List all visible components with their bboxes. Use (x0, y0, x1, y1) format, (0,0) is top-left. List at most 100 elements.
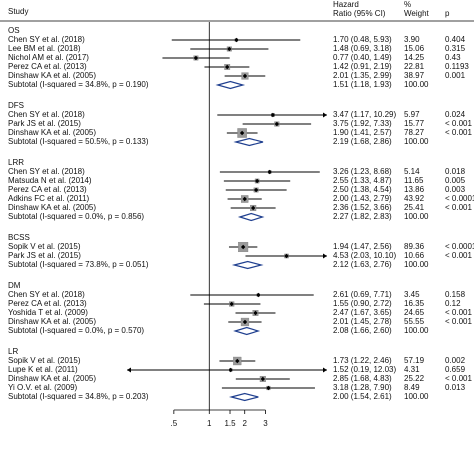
weight-label: 16.35 (404, 299, 425, 308)
weight-label: 22.81 (404, 62, 425, 71)
p-value: 0.024 (445, 110, 466, 119)
p-value: < 0.001 (445, 128, 472, 137)
p-value: < 0.001 (445, 374, 472, 383)
ci-label: 3.75 (1.92, 7.33) (333, 119, 392, 128)
ci-label: 2.27 (1.82, 2.83) (333, 212, 392, 221)
study-name: Matsuda N et al. (2014) (8, 176, 92, 185)
subtotal-label: Subtotal (I-squared = 50.5%, p = 0.133) (8, 137, 149, 146)
column-header: % (404, 0, 411, 9)
weight-label: 55.55 (404, 317, 425, 326)
ci-label: 2.61 (0.69, 7.71) (333, 290, 392, 299)
point-estimate (229, 301, 234, 307)
point-estimate (239, 130, 245, 136)
point-estimate (253, 310, 258, 316)
p-value: 0.013 (445, 383, 466, 392)
point-estimate (274, 121, 280, 127)
group-label: DM (8, 281, 21, 290)
point-estimate (242, 73, 248, 79)
ci-label: 1.73 (1.22, 2.46) (333, 356, 392, 365)
weight-label: 5.14 (404, 167, 420, 176)
study-name: Chen SY et al. (2018) (8, 167, 85, 176)
point-estimate (227, 46, 232, 52)
study-name: Nichol AM et al. (2017) (8, 53, 89, 62)
ci-label: 1.42 (0.91, 2.19) (333, 62, 392, 71)
point-estimate (284, 253, 289, 259)
subtotal-diamond (233, 137, 264, 147)
ci-label: 1.51 (1.18, 1.93) (333, 80, 392, 89)
ci-label: 2.50 (1.38, 4.54) (333, 185, 392, 194)
weight-label: 78.27 (404, 128, 425, 137)
x-tick-label: 1 (207, 419, 212, 428)
ci-arrow (323, 112, 327, 118)
study-name: Chen SY et al. (2018) (8, 290, 85, 299)
ci-label: 1.55 (0.90, 2.72) (333, 299, 392, 308)
ci-arrow (127, 367, 131, 373)
p-value: 0.404 (445, 35, 466, 44)
weight-label: 4.31 (404, 365, 420, 374)
p-value: < 0.001 (445, 251, 472, 260)
weight-label: 15.06 (404, 44, 425, 53)
point-estimate (270, 112, 276, 118)
weight-label: 38.97 (404, 71, 425, 80)
weight-label: 100.00 (404, 326, 429, 335)
weight-label: 3.90 (404, 35, 420, 44)
p-value: 0.43 (445, 53, 461, 62)
ci-label: 2.08 (1.66, 2.60) (333, 326, 392, 335)
group-label: OS (8, 26, 20, 35)
ci-arrow (323, 367, 327, 373)
point-estimate (253, 187, 259, 193)
study-name: Sopik V et al. (2015) (8, 356, 81, 365)
group-label: DFS (8, 101, 24, 110)
p-value: < 0.001 (445, 119, 472, 128)
p-value: 0.315 (445, 44, 466, 53)
ci-label: 2.55 (1.33, 4.87) (333, 176, 392, 185)
column-header: Hazard (333, 0, 359, 9)
group-label: BCSS (8, 233, 30, 242)
weight-label: 100.00 (404, 260, 429, 269)
study-name: Chen SY et al. (2018) (8, 35, 85, 44)
column-header: Weight (404, 9, 430, 18)
ci-label: 1.94 (1.47, 2.56) (333, 242, 392, 251)
ci-arrow (323, 253, 327, 259)
p-value: 0.001 (445, 71, 466, 80)
p-value: 0.158 (445, 290, 466, 299)
point-estimate (234, 37, 239, 43)
weight-label: 100.00 (404, 212, 429, 221)
point-estimate (193, 55, 199, 61)
weight-label: 100.00 (404, 137, 429, 146)
study-name: Park JS et al. (2015) (8, 119, 81, 128)
weight-label: 24.65 (404, 308, 425, 317)
ci-label: 2.19 (1.68, 2.86) (333, 137, 392, 146)
p-value: < 0.001 (445, 317, 472, 326)
weight-label: 89.36 (404, 242, 425, 251)
weight-label: 5.97 (404, 110, 420, 119)
study-name: Dinshaw KA et al. (2005) (8, 128, 96, 137)
ci-label: 2.36 (1.52, 3.66) (333, 203, 392, 212)
p-value: 0.018 (445, 167, 466, 176)
subtotal-diamond (233, 326, 261, 336)
weight-label: 10.66 (404, 251, 425, 260)
study-name: Lupe K et al. (2011) (8, 365, 78, 374)
ci-label: 1.48 (0.69, 3.18) (333, 44, 392, 53)
subtotal-label: Subtotal (I-squared = 34.8%, p = 0.203) (8, 392, 149, 401)
group-label: LR (8, 347, 18, 356)
p-value: 0.002 (445, 356, 466, 365)
study-name: Perez CA et al. (2013) (8, 299, 87, 308)
weight-label: 25.41 (404, 203, 425, 212)
p-value: < 0.0001 (445, 242, 474, 251)
point-estimate (242, 319, 248, 325)
subtotal-label: Subtotal (I-squared = 0.0%, p = 0.570) (8, 326, 144, 335)
weight-label: 15.77 (404, 119, 425, 128)
group-label: LRR (8, 158, 24, 167)
study-name: Perez CA et al. (2013) (8, 185, 87, 194)
ci-label: 1.90 (1.41, 2.57) (333, 128, 392, 137)
p-value: 0.005 (445, 176, 466, 185)
subtotal-label: Subtotal (I-squared = 34.8%, p = 0.190) (8, 80, 149, 89)
ci-label: 2.85 (1.68, 4.83) (333, 374, 392, 383)
weight-label: 43.92 (404, 194, 425, 203)
subtotal-diamond (237, 212, 265, 222)
study-name: Lee BM et al. (2018) (8, 44, 81, 53)
study-name: Park JS et al. (2015) (8, 251, 81, 260)
point-estimate (256, 292, 261, 298)
ci-label: 3.26 (1.23, 8.68) (333, 167, 392, 176)
